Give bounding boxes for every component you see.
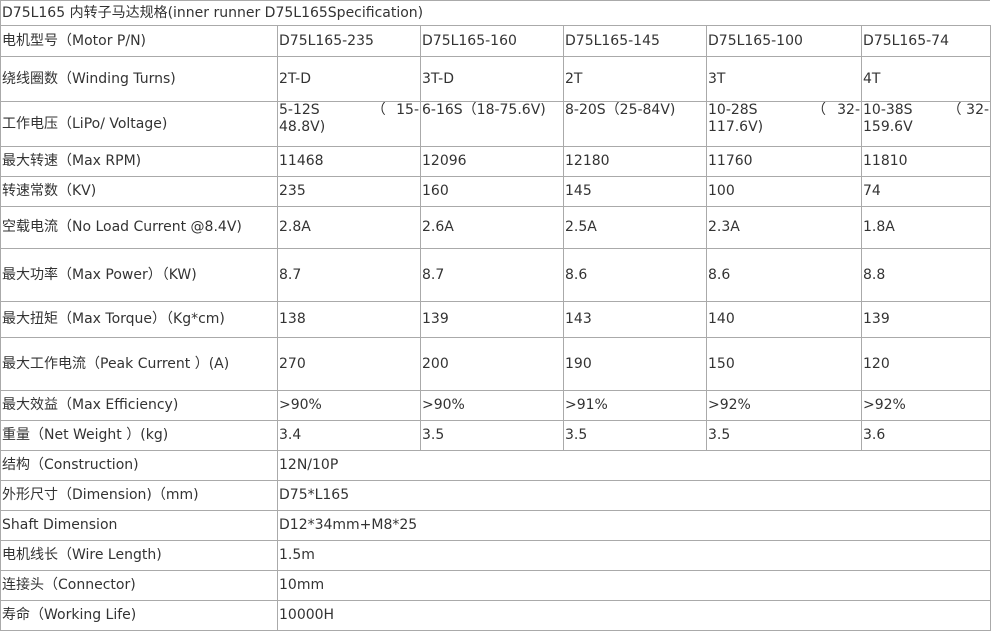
table-row: 连接头（Connector) 10mm: [0, 570, 992, 601]
header-row: 电机型号（Motor P/N) D75L165-235 D75L165-160 …: [0, 25, 992, 57]
model-cell: D75L165-74: [860, 25, 992, 57]
row-label: 最大扭矩（Max Torque）（Kg*cm): [0, 301, 278, 338]
value-cell: 2T-D: [277, 56, 421, 102]
model-cell: D75L165-100: [706, 25, 862, 57]
value-cell: 100: [706, 176, 862, 207]
caption-row: D75L165 内转子马达规格(inner runner D75L165Spec…: [0, 0, 992, 26]
table-row: Shaft Dimension D12*34mm+M8*25: [0, 510, 992, 541]
value-cell: 10-38S （32-159.6V: [860, 101, 992, 147]
value-cell: 8.8: [860, 248, 992, 302]
value-cell: 11810: [860, 146, 992, 177]
shared-value-cell: D12*34mm+M8*25: [276, 510, 992, 541]
shared-value-cell: 10000H: [276, 600, 992, 631]
value-cell: >90%: [420, 390, 564, 421]
value-cell: 3T-D: [420, 56, 564, 102]
value-cell: 8.7: [420, 248, 564, 302]
row-label: 最大功率（Max Power）（KW): [0, 248, 278, 302]
header-label: 电机型号（Motor P/N): [0, 25, 278, 57]
table-row: 最大工作电流（Peak Current ）(A) 270 200 190 150 120: [0, 337, 992, 391]
table-row: 电机线长（Wire Length) 1.5m: [0, 540, 992, 571]
row-label: 连接头（Connector): [0, 570, 278, 601]
value-cell: 200: [420, 337, 564, 391]
row-label: 重量（Net Weight ）(kg): [0, 420, 278, 451]
value-cell: 2.3A: [706, 206, 862, 249]
value-cell: 11760: [706, 146, 862, 177]
value-cell: 270: [277, 337, 421, 391]
value-cell: 1.8A: [860, 206, 992, 249]
value-cell: 2.8A: [277, 206, 421, 249]
row-label: 工作电压（LiPo/ Voltage): [0, 101, 278, 147]
value-cell: 145: [563, 176, 707, 207]
value-cell: 160: [420, 176, 564, 207]
value-cell: 120: [860, 337, 992, 391]
value-cell: >90%: [277, 390, 421, 421]
row-label: 寿命（Working Life): [0, 600, 278, 631]
model-cell: D75L165-160: [420, 25, 564, 57]
value-cell: 4T: [860, 56, 992, 102]
row-label: 最大转速（Max RPM): [0, 146, 278, 177]
value-cell: 11468: [277, 146, 421, 177]
value-cell: 10-28S （32-117.6V): [706, 101, 862, 147]
table-row: 转速常数（KV) 235 160 145 100 74: [0, 176, 992, 207]
value-cell: 74: [860, 176, 992, 207]
value-cell: 3T: [706, 56, 862, 102]
table-row: 空载电流（No Load Current @8.4V) 2.8A 2.6A 2.5A 2…: [0, 206, 992, 249]
table-caption: D75L165 内转子马达规格(inner runner D75L165Spec…: [0, 0, 992, 26]
shared-value-cell: 1.5m: [276, 540, 992, 571]
row-label: 结构（Construction): [0, 450, 278, 481]
table-row: 最大效益（Max Efficiency) >90% >90% >91% >92% >92%: [0, 390, 992, 421]
row-label: Shaft Dimension: [0, 510, 278, 541]
value-cell: 140: [706, 301, 862, 338]
value-cell: 139: [860, 301, 992, 338]
value-cell: 190: [563, 337, 707, 391]
table-row: 外形尺寸（Dimension)（mm) D75*L165: [0, 480, 992, 511]
table-row: 最大扭矩（Max Torque）（Kg*cm) 138 139 143 140 139: [0, 301, 992, 338]
value-cell: 3.5: [563, 420, 707, 451]
value-cell: 139: [420, 301, 564, 338]
shared-value-cell: D75*L165: [276, 480, 992, 511]
value-cell: 2.6A: [420, 206, 564, 249]
value-cell: 12096: [420, 146, 564, 177]
value-cell: >92%: [860, 390, 992, 421]
value-cell: 8.6: [706, 248, 862, 302]
value-cell: 3.5: [706, 420, 862, 451]
value-cell: 3.6: [860, 420, 992, 451]
row-label: 绕线圈数（Winding Turns): [0, 56, 278, 102]
value-cell: >91%: [563, 390, 707, 421]
table-row: 最大功率（Max Power）（KW) 8.7 8.7 8.6 8.6 8.8: [0, 248, 992, 302]
row-label: 转速常数（KV): [0, 176, 278, 207]
table-row: 最大转速（Max RPM) 11468 12096 12180 11760 11810: [0, 146, 992, 177]
table-row: 工作电压（LiPo/ Voltage) 5-12S （15-48.8V) 6-16S…: [0, 101, 992, 147]
value-cell: >92%: [706, 390, 862, 421]
value-cell: 5-12S （15-48.8V): [277, 101, 421, 147]
value-cell: 150: [706, 337, 862, 391]
model-cell: D75L165-145: [563, 25, 707, 57]
table-row: 绕线圈数（Winding Turns) 2T-D 3T-D 2T 3T 4T: [0, 56, 992, 102]
value-cell: 6-16S（18-75.6V): [420, 101, 564, 147]
value-cell: 8.6: [563, 248, 707, 302]
row-label: 电机线长（Wire Length): [0, 540, 278, 571]
row-label: 最大工作电流（Peak Current ）(A): [0, 337, 278, 391]
row-label: 最大效益（Max Efficiency): [0, 390, 278, 421]
value-cell: 2.5A: [563, 206, 707, 249]
value-cell: 8.7: [277, 248, 421, 302]
shared-value-cell: 10mm: [276, 570, 992, 601]
table-row: 结构（Construction) 12N/10P: [0, 450, 992, 481]
value-cell: 2T: [563, 56, 707, 102]
value-cell: 143: [563, 301, 707, 338]
value-cell: 3.5: [420, 420, 564, 451]
value-cell: 3.4: [277, 420, 421, 451]
value-cell: 138: [277, 301, 421, 338]
value-cell: 8-20S（25-84V): [563, 101, 707, 147]
model-cell: D75L165-235: [277, 25, 421, 57]
table-row: 重量（Net Weight ）(kg) 3.4 3.5 3.5 3.5 3.6: [0, 420, 992, 451]
value-cell: 12180: [563, 146, 707, 177]
value-cell: 235: [277, 176, 421, 207]
shared-value-cell: 12N/10P: [276, 450, 992, 481]
row-label: 外形尺寸（Dimension)（mm): [0, 480, 278, 511]
table-row: 寿命（Working Life) 10000H: [0, 600, 992, 631]
row-label: 空载电流（No Load Current @8.4V): [0, 206, 278, 249]
